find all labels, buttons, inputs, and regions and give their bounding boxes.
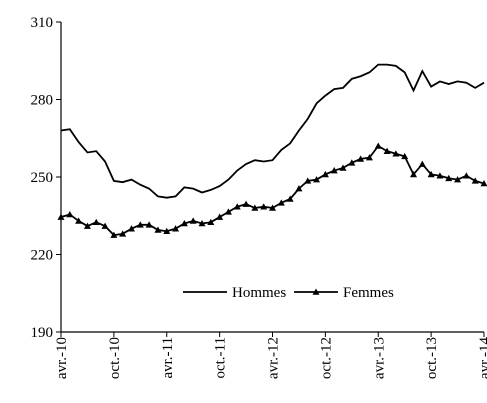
y-tick-label: 190 — [31, 325, 54, 341]
x-tick-label: oct.-11 — [213, 337, 229, 379]
y-tick-label: 250 — [31, 170, 54, 186]
point-marker — [260, 203, 268, 210]
x-tick-label: oct.-10 — [107, 337, 123, 379]
point-marker — [436, 172, 444, 179]
point-marker — [410, 170, 417, 178]
point-marker — [383, 147, 391, 154]
point-marker — [163, 227, 171, 235]
point-marker — [233, 203, 241, 210]
point-marker — [304, 177, 312, 184]
point-marker — [286, 195, 294, 202]
point-marker — [136, 221, 144, 228]
point-marker — [321, 170, 329, 178]
point-marker — [128, 225, 135, 232]
point-marker — [83, 222, 91, 229]
point-marker — [66, 210, 74, 218]
point-marker — [119, 230, 127, 237]
legend-label: Femmes — [343, 285, 394, 301]
point-marker — [101, 222, 109, 229]
point-marker — [339, 164, 347, 171]
x-tick-label: avr.-12 — [266, 337, 282, 379]
point-marker — [357, 155, 365, 162]
y-tick-label: 280 — [31, 93, 54, 109]
point-marker — [110, 231, 118, 238]
point-marker — [75, 217, 83, 224]
point-marker — [445, 174, 453, 182]
point-marker — [462, 172, 470, 179]
legend-marker — [312, 288, 320, 295]
series-line — [60, 63, 485, 199]
x-tick-label: avr.-10 — [54, 337, 70, 379]
point-marker — [392, 150, 400, 157]
point-marker — [92, 218, 100, 226]
point-marker — [348, 159, 356, 166]
point-marker — [277, 199, 285, 206]
point-marker — [401, 152, 409, 160]
point-marker — [471, 177, 479, 184]
point-marker — [313, 176, 321, 183]
y-tick-label: 220 — [31, 248, 54, 264]
point-marker — [172, 225, 180, 232]
point-marker — [216, 213, 224, 220]
point-marker — [374, 142, 382, 149]
point-marker — [295, 185, 303, 192]
point-marker — [180, 220, 188, 227]
point-marker — [198, 220, 206, 227]
point-marker — [480, 179, 487, 187]
point-marker — [207, 218, 215, 226]
x-tick-label: avr.-14 — [477, 337, 487, 380]
point-marker — [454, 176, 462, 183]
point-marker — [189, 217, 197, 224]
point-marker — [427, 170, 435, 178]
legend-label: Hommes — [232, 285, 286, 301]
point-marker — [269, 204, 276, 211]
x-tick-label: oct.-12 — [318, 337, 334, 379]
point-marker — [330, 167, 338, 174]
x-tick-label: avr.-13 — [371, 337, 387, 379]
x-tick-label: oct.-13 — [424, 337, 440, 379]
point-marker — [145, 221, 153, 228]
point-marker — [224, 208, 232, 215]
point-marker — [251, 204, 259, 211]
x-tick-label: avr.-11 — [160, 337, 176, 379]
point-marker — [242, 200, 250, 207]
point-marker — [154, 226, 162, 233]
point-marker — [365, 154, 373, 161]
point-marker — [57, 213, 65, 220]
y-tick-label: 310 — [31, 15, 54, 31]
point-marker — [418, 160, 426, 167]
